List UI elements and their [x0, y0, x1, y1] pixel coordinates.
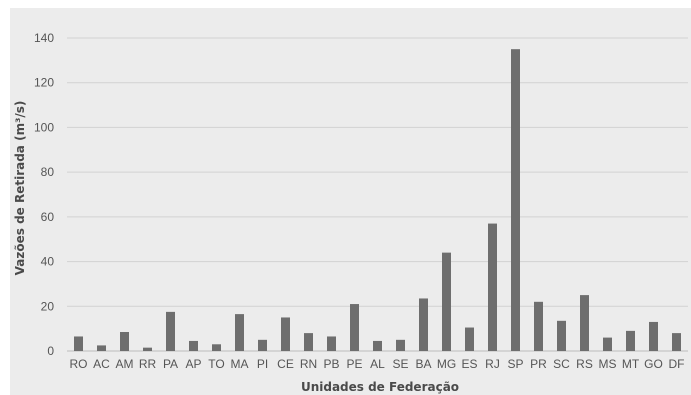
y-axis-title: Vazões de Retirada (m³/s): [13, 101, 27, 276]
x-tick-label-sp: SP: [507, 357, 523, 371]
x-tick-label-sc: SC: [553, 357, 570, 371]
bar-rr: [143, 347, 152, 351]
gridlines: [67, 37, 688, 352]
bar-pe: [350, 304, 359, 351]
bar-ac: [97, 345, 106, 351]
x-tick-label-se: SE: [392, 357, 408, 371]
bar-al: [373, 340, 382, 351]
x-tick-label-go: GO: [644, 357, 663, 371]
bar-df: [672, 333, 681, 351]
bar-ms: [603, 337, 612, 351]
y-axis-tick-labels: 0 20 40 60 80 100 120 140: [34, 31, 54, 358]
bar-mt: [626, 330, 635, 351]
y-tick-label: 80: [41, 165, 55, 179]
x-tick-label-rr: RR: [139, 357, 157, 371]
bar-pa: [166, 311, 175, 351]
x-tick-label-al: AL: [370, 357, 385, 371]
bar-rn: [304, 333, 313, 351]
bar-to: [212, 344, 221, 351]
bar-rs: [580, 295, 589, 351]
x-tick-label-df: DF: [669, 357, 685, 371]
bar-pi: [258, 339, 267, 351]
x-tick-label-rs: RS: [576, 357, 593, 371]
x-tick-label-pr: PR: [530, 357, 547, 371]
bar-sp: [511, 49, 520, 352]
y-tick-label: 0: [47, 344, 54, 358]
x-tick-label-ro: RO: [70, 357, 88, 371]
x-tick-label-ap: AP: [185, 357, 201, 371]
bar-ce: [281, 317, 290, 351]
bar-pr: [534, 301, 543, 351]
x-axis-title: Unidades de Federação: [301, 380, 459, 394]
bar-ba: [419, 298, 428, 351]
bar-ma: [235, 314, 244, 351]
bar-ap: [189, 340, 198, 351]
x-tick-label-mt: MT: [622, 357, 640, 371]
x-tick-label-pi: PI: [257, 357, 268, 371]
bar-es: [465, 327, 474, 351]
x-tick-label-es: ES: [461, 357, 477, 371]
bar-se: [396, 339, 405, 351]
x-tick-label-pe: PE: [346, 357, 362, 371]
y-tick-label: 20: [41, 299, 55, 313]
x-tick-label-ms: MS: [599, 357, 617, 371]
x-tick-label-ce: CE: [277, 357, 294, 371]
y-tick-label: 120: [34, 76, 54, 90]
bar-rj: [488, 223, 497, 351]
bar-mg: [442, 252, 451, 351]
x-tick-label-to: TO: [208, 357, 224, 371]
x-tick-label-pb: PB: [323, 357, 339, 371]
x-tick-label-ba: BA: [415, 357, 431, 371]
bar-ro: [74, 336, 83, 351]
x-tick-label-ma: MA: [231, 357, 249, 371]
x-tick-label-am: AM: [116, 357, 134, 371]
x-tick-label-rj: RJ: [485, 357, 500, 371]
x-tick-label-pa: PA: [163, 357, 178, 371]
x-axis-tick-labels: RO AC AM RR PA AP TO MA PI CE RN PB PE AL SE BA MG ES RJ SP…: [70, 357, 685, 371]
bar-am: [120, 331, 129, 351]
x-tick-label-rn: RN: [300, 357, 317, 371]
y-tick-label: 140: [34, 31, 54, 45]
y-tick-label: 100: [34, 120, 54, 134]
bar-go: [649, 321, 658, 351]
chart-panel: 0 20 40 60 80 100 120 140 RO AC AM RR PA AP TO MA PI CE R…: [10, 8, 691, 395]
y-tick-label: 60: [41, 210, 55, 224]
x-tick-label-mg: MG: [437, 357, 456, 371]
x-tick-label-ac: AC: [93, 357, 110, 371]
bar-pb: [327, 336, 336, 351]
bars: [74, 49, 681, 352]
y-tick-label: 40: [41, 255, 55, 269]
bar-sc: [557, 320, 566, 351]
